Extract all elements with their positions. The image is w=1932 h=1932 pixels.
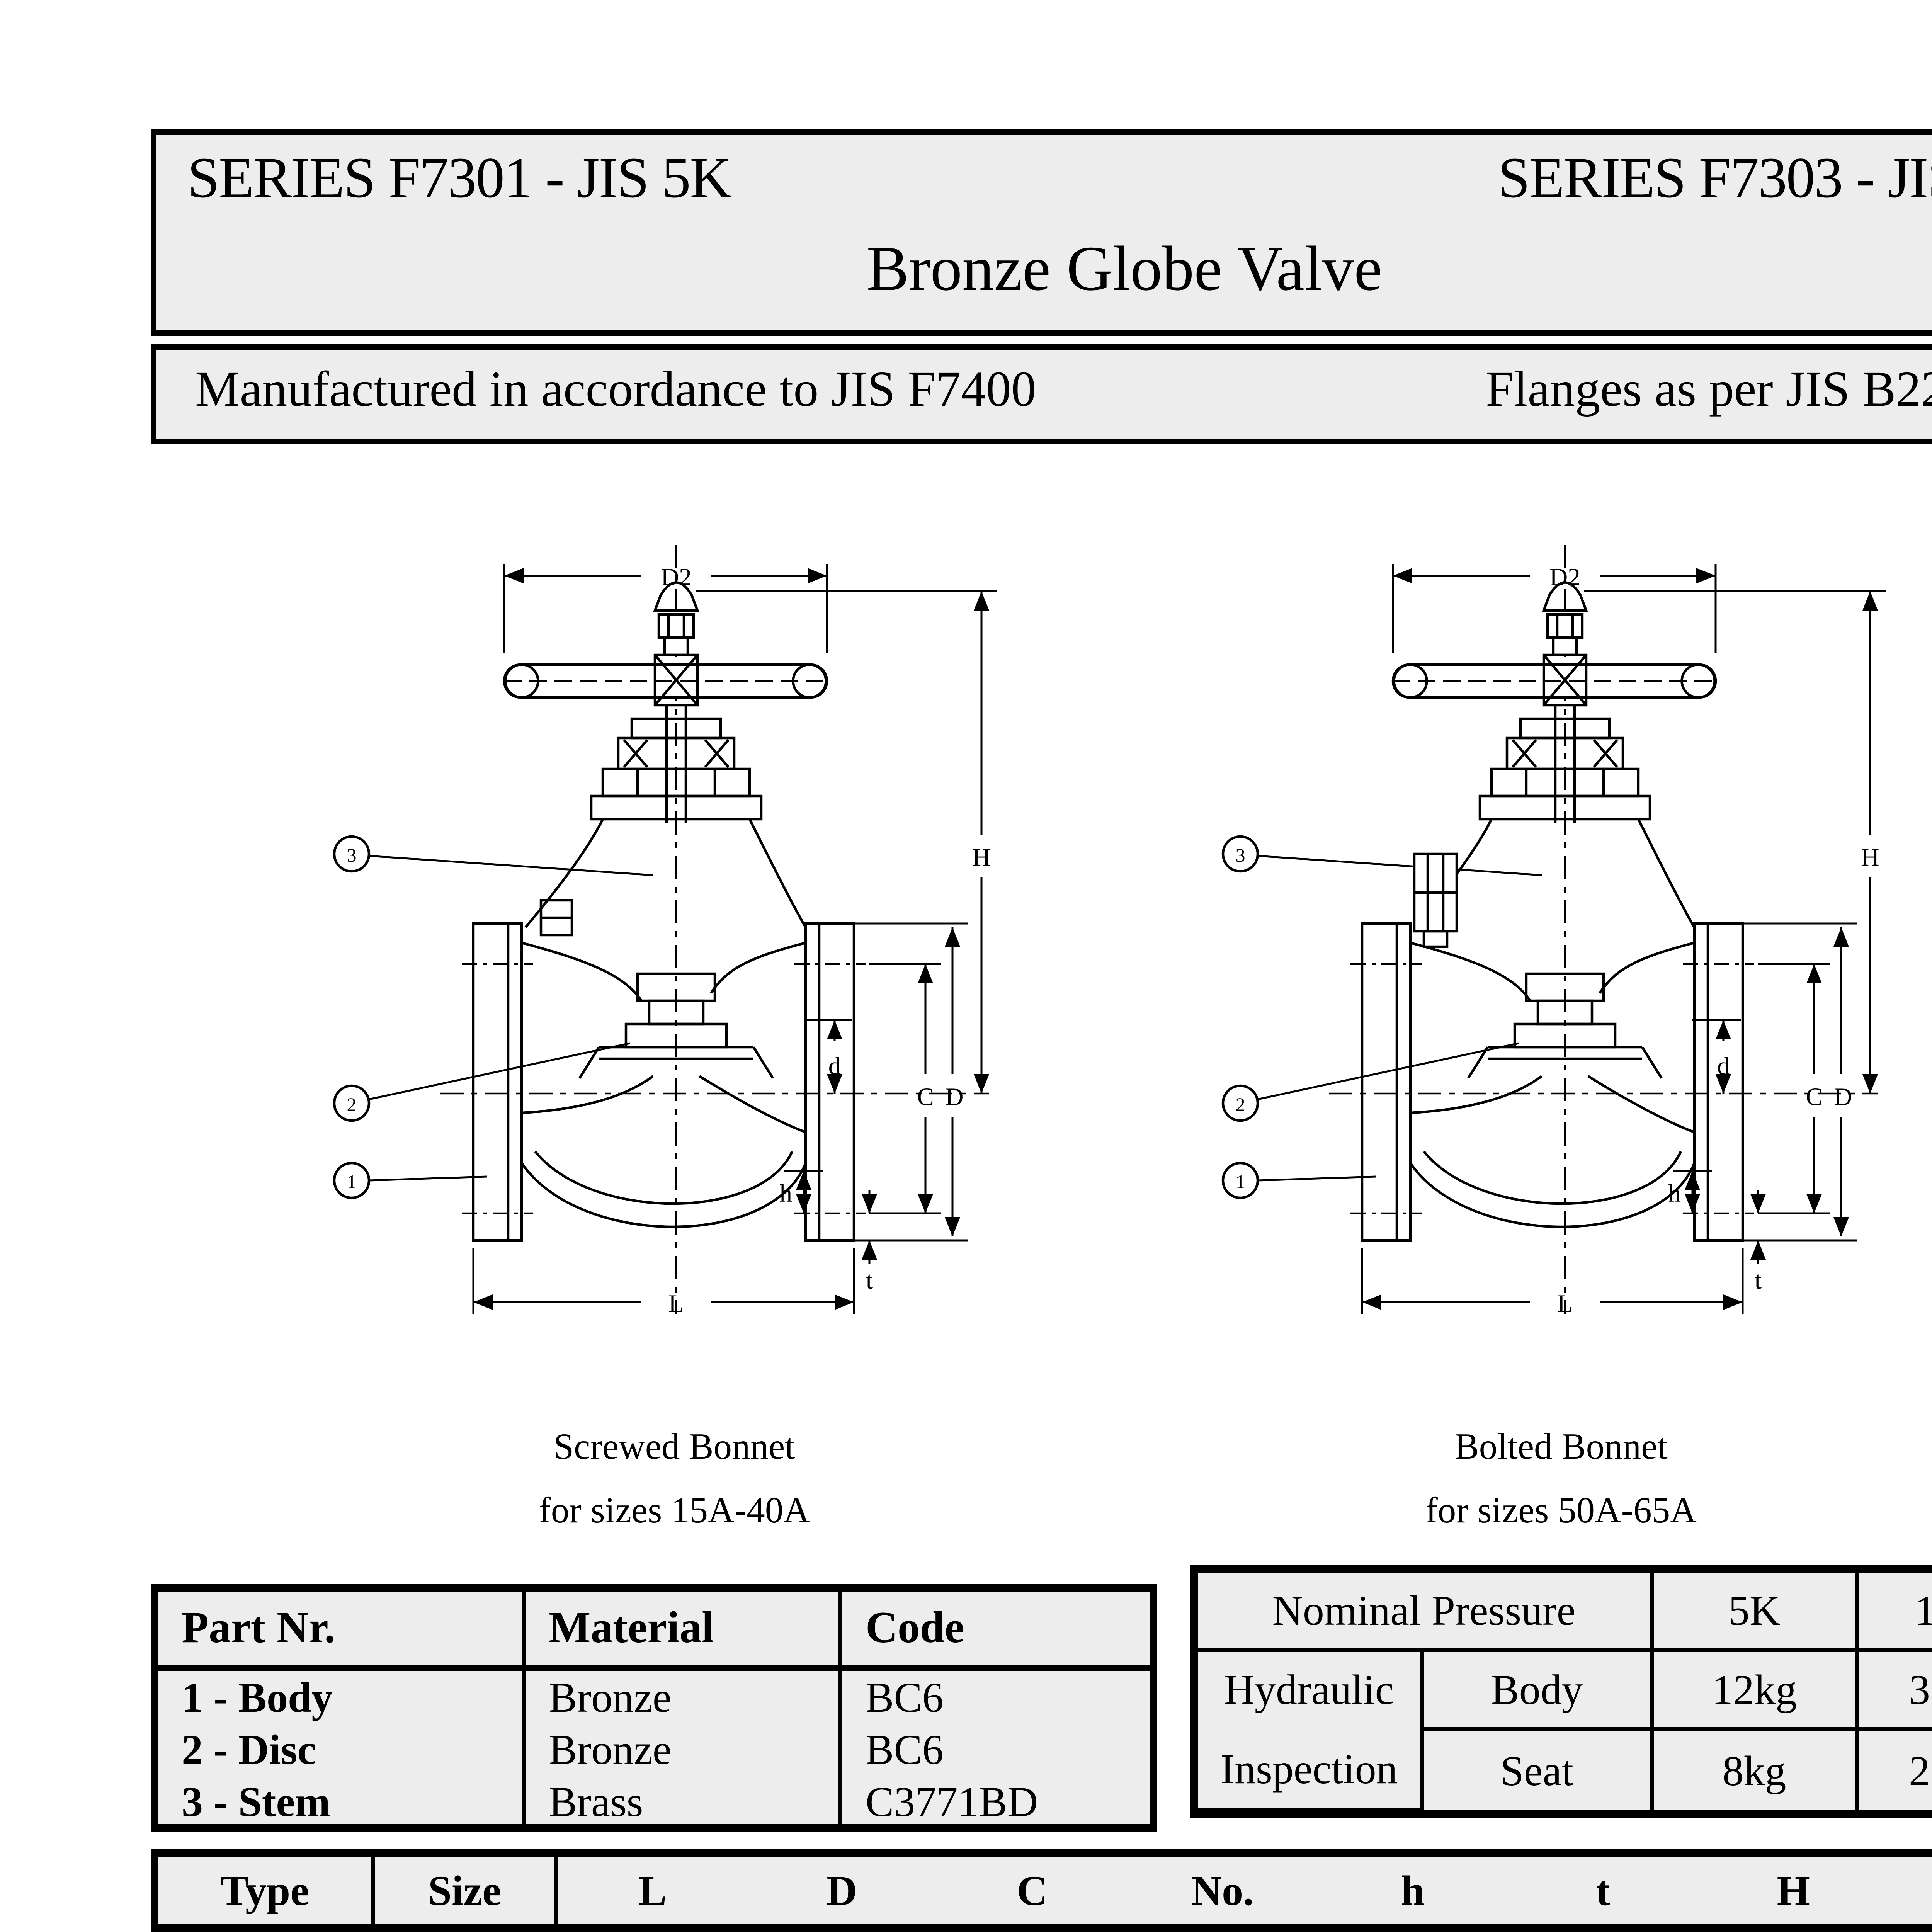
part-material: Bronze xyxy=(549,1725,672,1774)
dims-header-l: L xyxy=(556,1857,747,1932)
parts-header-code: Code xyxy=(840,1592,1150,1671)
dims-header-d: D xyxy=(747,1857,937,1932)
pressure-table: Nominal Pressure 5K 16K Hydraulic Inspec… xyxy=(1190,1565,1932,1818)
dims-header-type: Type xyxy=(158,1857,375,1932)
dims-header-c: C xyxy=(937,1857,1128,1932)
screwed-bonnet-boss xyxy=(539,899,573,937)
part-material: Bronze xyxy=(549,1673,672,1721)
caption-line: Screwed Bonnet xyxy=(553,1428,795,1468)
dim-cell: 100 xyxy=(556,1928,747,1932)
valve-drawing-screwed-bonnet xyxy=(309,533,1063,1325)
dims-header-size: Size xyxy=(373,1857,558,1932)
valve-drawing-bolted-bonnet xyxy=(1198,533,1932,1325)
size-cell: 15 xyxy=(373,1928,558,1932)
dims-header-no: No. xyxy=(1127,1857,1318,1932)
caption-line: for sizes 50A-65A xyxy=(1425,1492,1697,1532)
pressure-body-16k: 38kg xyxy=(1855,1648,1932,1731)
dim-cell: 80 xyxy=(747,1928,937,1932)
part-name: 2 - Disc xyxy=(182,1725,316,1774)
standards-bar: Manufactured in accordance to JIS F7400 … xyxy=(151,344,1932,444)
dims-header-h: h xyxy=(1318,1857,1508,1932)
page-title: Bronze Globe Valve xyxy=(866,236,1383,305)
hydraulic-label: Hydraulic xyxy=(1224,1666,1394,1714)
dims-header-t: t xyxy=(1508,1857,1698,1932)
pressure-row-body-label: Body xyxy=(1420,1648,1654,1731)
part-code: C3771BD xyxy=(866,1777,1038,1826)
pressure-seat-5k: 8kg xyxy=(1650,1727,1859,1810)
part-name: 3 - Stem xyxy=(182,1777,330,1826)
caption-line: for sizes 15A-40A xyxy=(539,1492,810,1532)
pressure-row-seat-label: Seat xyxy=(1422,1727,1654,1810)
dims-header-hh: H xyxy=(1698,1857,1889,1932)
dim-cell: 130 xyxy=(1698,1928,1889,1932)
bolted-bonnet-boss xyxy=(1413,852,1458,948)
pressure-col-5k: 5K xyxy=(1650,1573,1859,1652)
dim-cell: 12 xyxy=(1318,1928,1508,1932)
part-code: BC6 xyxy=(866,1725,944,1774)
series-title-left: SERIES F7301 - JIS 5K xyxy=(187,147,732,211)
dim-cell: 80 xyxy=(1889,1928,1932,1932)
series-title-right: SERIES F7303 - JIS 16K xyxy=(1498,147,1932,211)
nominal-pressure-label: Nominal Pressure xyxy=(1198,1573,1654,1652)
inspection-label: Inspection xyxy=(1220,1744,1398,1793)
standard-note-left: Manufactured in accordance to JIS F7400 xyxy=(195,361,1036,417)
dim-cell: 60 xyxy=(937,1928,1128,1932)
parts-header-part: Part Nr. xyxy=(158,1592,526,1671)
table-row: F73015K151008060412913080 xyxy=(158,1928,1932,1932)
dim-cell: 4 xyxy=(1128,1928,1318,1932)
dimensions-table: Type Size L D C No. h t H D2 F73015K1510… xyxy=(151,1849,1932,1932)
part-name: 1 - Body xyxy=(182,1673,333,1721)
caption-screwed-bonnet: Screwed Bonnet for sizes 15A-40A xyxy=(365,1416,983,1544)
parts-table: Part Nr. Material Code 1 - Body 2 - Disc… xyxy=(151,1584,1157,1832)
pressure-seat-16k: 23kg xyxy=(1855,1727,1932,1810)
dims-header-d2: D2 xyxy=(1888,1857,1932,1932)
pressure-col-16k: 16K xyxy=(1855,1573,1932,1652)
dims-group-f7301: F73015K151008060412913080201108565412101… xyxy=(158,1928,1932,1932)
hydraulic-inspection-label: Hydraulic Inspection xyxy=(1198,1648,1424,1812)
dim-cell: 9 xyxy=(1508,1928,1699,1932)
caption-bolted-bonnet: Bolted Bonnet for sizes 50A-65A xyxy=(1252,1416,1870,1544)
caption-line: Bolted Bonnet xyxy=(1454,1428,1668,1468)
part-code: BC6 xyxy=(866,1673,944,1721)
header-box: SERIES F7301 - JIS 5K SERIES F7303 - JIS… xyxy=(151,129,1932,336)
pressure-body-5k: 12kg xyxy=(1650,1648,1859,1731)
parts-header-material: Material xyxy=(524,1592,842,1671)
standard-note-right: Flanges as per JIS B2220 - 5K or 16K xyxy=(1486,361,1932,417)
type-group-label: F73015K xyxy=(158,1928,375,1932)
part-material: Brass xyxy=(549,1777,643,1826)
